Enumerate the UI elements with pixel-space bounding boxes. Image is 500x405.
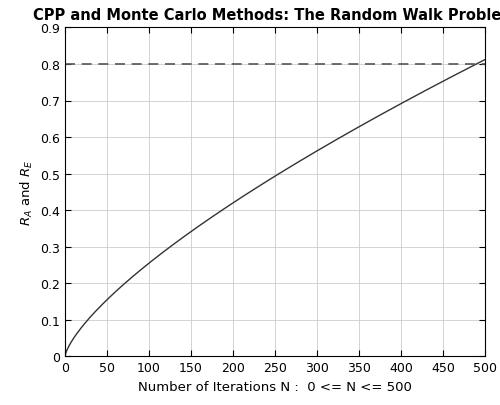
X-axis label: Number of Iterations N :  0 <= N <= 500: Number of Iterations N : 0 <= N <= 500: [138, 380, 412, 393]
Y-axis label: $R_A$ and $R_E$: $R_A$ and $R_E$: [18, 159, 34, 226]
Title: CPP and Monte Carlo Methods: The Random Walk Problem: CPP and Monte Carlo Methods: The Random …: [33, 8, 500, 23]
